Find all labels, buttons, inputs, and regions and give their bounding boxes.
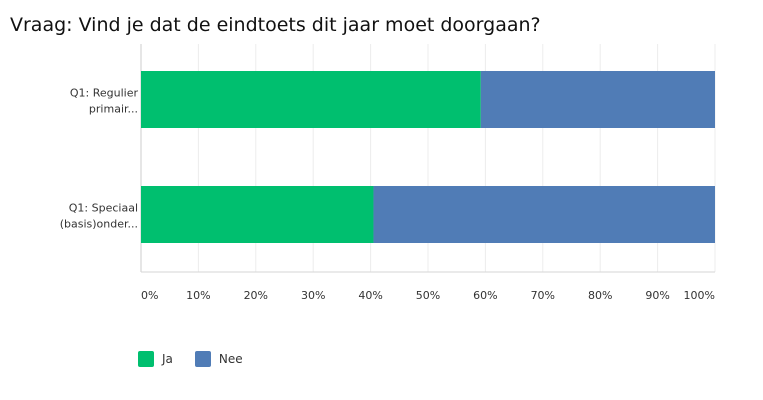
bars xyxy=(141,71,715,243)
x-tick-label-4: 40% xyxy=(358,289,382,302)
x-tick-label-8: 80% xyxy=(588,289,612,302)
legend-item-nee[interactable]: Nee xyxy=(194,351,243,367)
x-tick-label-2: 20% xyxy=(244,289,268,302)
category-label-0-line-0: Q1: Regulier xyxy=(70,87,139,100)
legend-label-ja: Ja xyxy=(162,352,173,366)
x-tick-label-9: 90% xyxy=(645,289,669,302)
category-label-0-line-1: primair... xyxy=(89,103,138,116)
chart-title: Vraag: Vind je dat de eindtoets dit jaar… xyxy=(10,14,541,36)
x-tick-label-0: 0% xyxy=(141,289,158,302)
legend-swatch-nee xyxy=(194,351,211,367)
bar-ja-1[interactable] xyxy=(141,186,374,243)
x-tick-label-1: 10% xyxy=(186,289,210,302)
bar-nee-0[interactable] xyxy=(480,71,715,128)
legend-item-ja[interactable]: Ja xyxy=(138,351,173,367)
x-axis-tick-labels: 0% 10% 20% 30% 40% 50% 60% 70% 80% 90% 100% xyxy=(141,289,715,302)
x-tick-label-5: 50% xyxy=(416,289,440,302)
x-tick-label-6: 60% xyxy=(473,289,497,302)
legend: Ja Nee xyxy=(138,351,243,367)
category-labels: Q1: Regulier primair... Q1: Speciaal (basis… xyxy=(60,87,139,231)
bar-ja-0[interactable] xyxy=(141,71,481,128)
bar-nee-1[interactable] xyxy=(373,186,715,243)
legend-swatch-ja xyxy=(138,351,154,367)
x-tick-label-10: 100% xyxy=(684,289,715,302)
x-tick-label-7: 70% xyxy=(531,289,555,302)
legend-label-nee: Nee xyxy=(218,352,243,366)
category-label-1-line-0: Q1: Speciaal xyxy=(69,202,138,215)
category-label-1-line-1: (basis)onder... xyxy=(60,218,138,231)
x-tick-label-3: 30% xyxy=(301,289,325,302)
